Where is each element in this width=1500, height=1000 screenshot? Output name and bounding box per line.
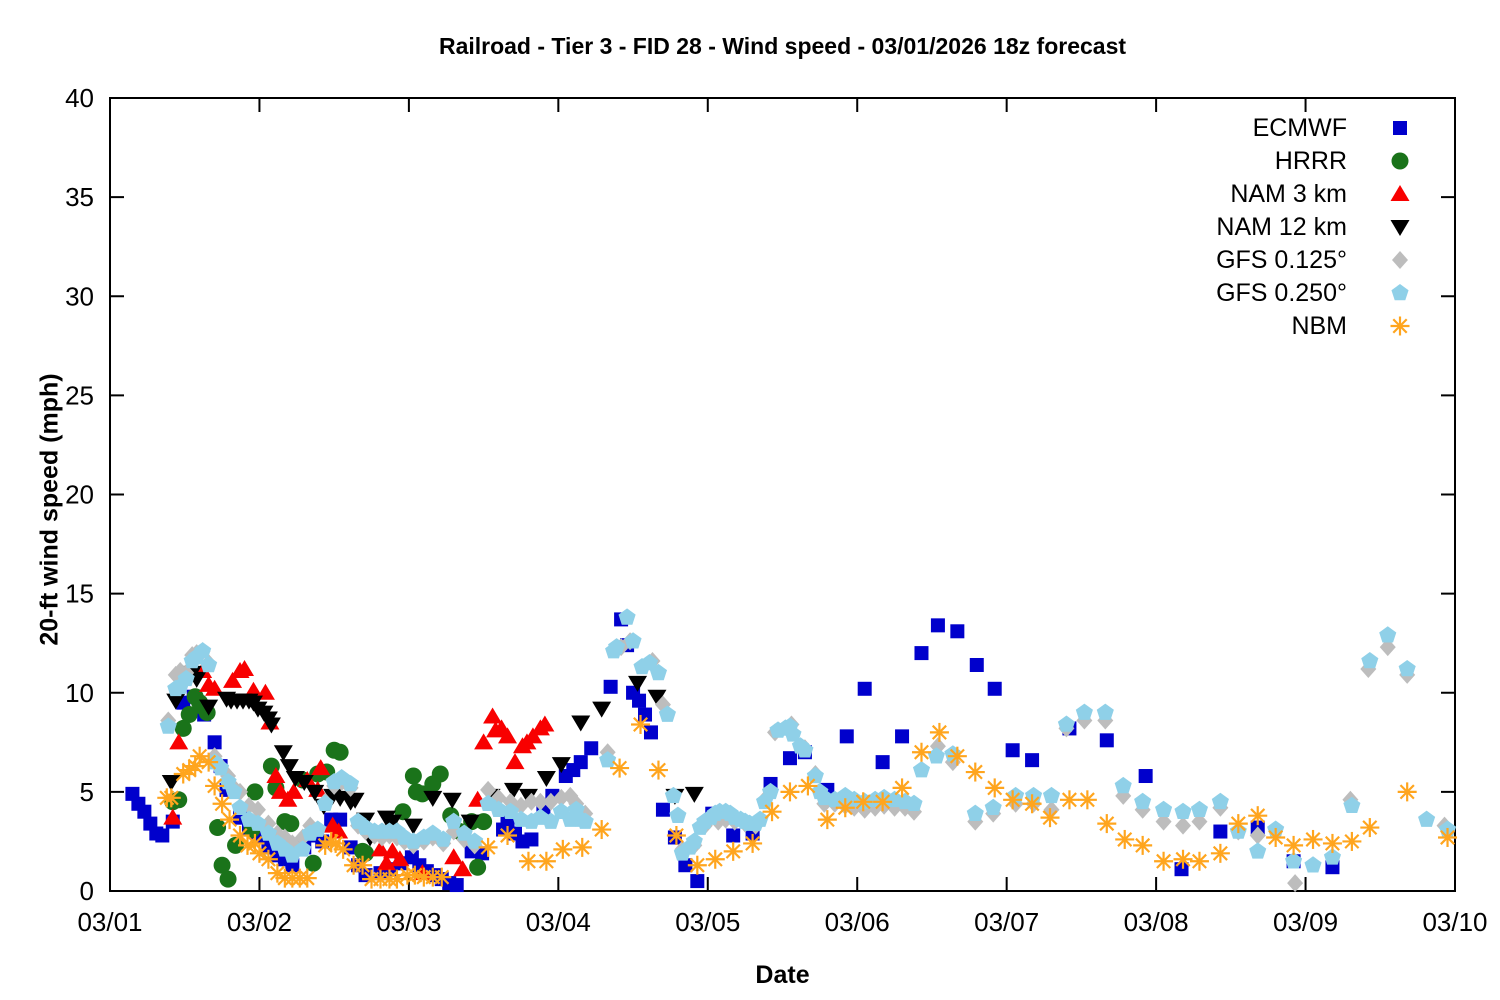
x-axis-ticks: 03/01 03/02 03/03 03/04 03/05 03/06 03/07 03/08… bbox=[77, 98, 1488, 937]
x-axis-title: Date bbox=[755, 961, 810, 989]
chart-title: Railroad - Tier 3 - FID 28 - Wind speed … bbox=[438, 33, 1127, 59]
legend-label: GFS 0.250° bbox=[1216, 279, 1347, 307]
y-tick-label: 25 bbox=[65, 380, 94, 410]
y-axis-ticks: 0 5 10 15 20 25 30 35 40 bbox=[65, 83, 1455, 906]
legend-label: GFS 0.125° bbox=[1216, 246, 1347, 274]
x-tick-label: 03/10 bbox=[1422, 907, 1487, 937]
legend: ECMWF HRRR NAM 3 km NAM 12 km GFS 0.125° GFS … bbox=[1216, 114, 1410, 340]
x-tick-label: 03/01 bbox=[77, 907, 142, 937]
y-tick-label: 10 bbox=[65, 678, 94, 708]
x-tick-label: 03/06 bbox=[825, 907, 890, 937]
legend-label: NAM 12 km bbox=[1216, 213, 1347, 241]
legend-label: HRRR bbox=[1275, 147, 1347, 175]
y-tick-label: 35 bbox=[65, 182, 94, 212]
x-tick-label: 03/07 bbox=[974, 907, 1039, 937]
x-tick-label: 03/08 bbox=[1124, 907, 1189, 937]
y-tick-label: 30 bbox=[65, 281, 94, 311]
y-tick-label: 40 bbox=[65, 83, 94, 113]
y-tick-label: 0 bbox=[80, 876, 94, 906]
x-tick-label: 03/04 bbox=[526, 907, 591, 937]
y-tick-label: 15 bbox=[65, 579, 94, 609]
x-tick-label: 03/02 bbox=[227, 907, 292, 937]
legend-label: ECMWF bbox=[1253, 114, 1347, 142]
x-tick-label: 03/09 bbox=[1273, 907, 1338, 937]
legend-label: NAM 3 km bbox=[1230, 180, 1347, 208]
x-tick-label: 03/05 bbox=[675, 907, 740, 937]
y-tick-label: 5 bbox=[80, 777, 94, 807]
y-tick-label: 20 bbox=[65, 480, 94, 510]
series-nbm bbox=[157, 714, 1458, 889]
legend-label: NBM bbox=[1291, 312, 1347, 340]
x-tick-label: 03/03 bbox=[376, 907, 441, 937]
